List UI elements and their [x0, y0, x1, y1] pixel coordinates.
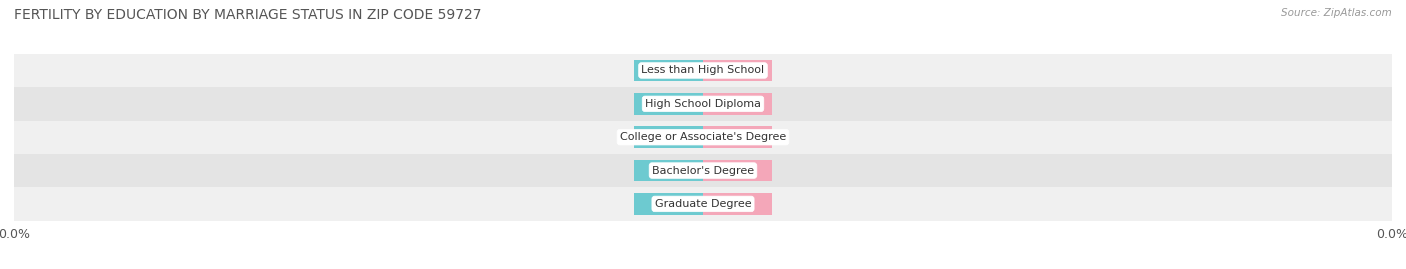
Bar: [14, 154, 1392, 187]
Text: 0.0%: 0.0%: [723, 199, 752, 209]
Bar: [634, 193, 703, 215]
Bar: [703, 126, 772, 148]
Text: 0.0%: 0.0%: [654, 132, 683, 142]
Bar: [634, 60, 703, 81]
Bar: [703, 193, 772, 215]
Bar: [634, 160, 703, 181]
Bar: [703, 160, 772, 181]
Text: 0.0%: 0.0%: [723, 132, 752, 142]
Bar: [634, 93, 703, 115]
Bar: [634, 126, 703, 148]
Text: 0.0%: 0.0%: [654, 199, 683, 209]
Bar: [14, 87, 1392, 121]
Text: Less than High School: Less than High School: [641, 65, 765, 76]
Text: 0.0%: 0.0%: [723, 165, 752, 176]
Text: 0.0%: 0.0%: [723, 99, 752, 109]
Text: Graduate Degree: Graduate Degree: [655, 199, 751, 209]
Text: Source: ZipAtlas.com: Source: ZipAtlas.com: [1281, 8, 1392, 18]
Text: FERTILITY BY EDUCATION BY MARRIAGE STATUS IN ZIP CODE 59727: FERTILITY BY EDUCATION BY MARRIAGE STATU…: [14, 8, 482, 22]
Bar: [703, 60, 772, 81]
Bar: [14, 187, 1392, 221]
Text: 0.0%: 0.0%: [654, 65, 683, 76]
Text: Bachelor's Degree: Bachelor's Degree: [652, 165, 754, 176]
Text: 0.0%: 0.0%: [654, 99, 683, 109]
Bar: [14, 121, 1392, 154]
Bar: [703, 93, 772, 115]
Text: 0.0%: 0.0%: [723, 65, 752, 76]
Text: College or Associate's Degree: College or Associate's Degree: [620, 132, 786, 142]
Text: 0.0%: 0.0%: [654, 165, 683, 176]
Bar: [14, 54, 1392, 87]
Text: High School Diploma: High School Diploma: [645, 99, 761, 109]
